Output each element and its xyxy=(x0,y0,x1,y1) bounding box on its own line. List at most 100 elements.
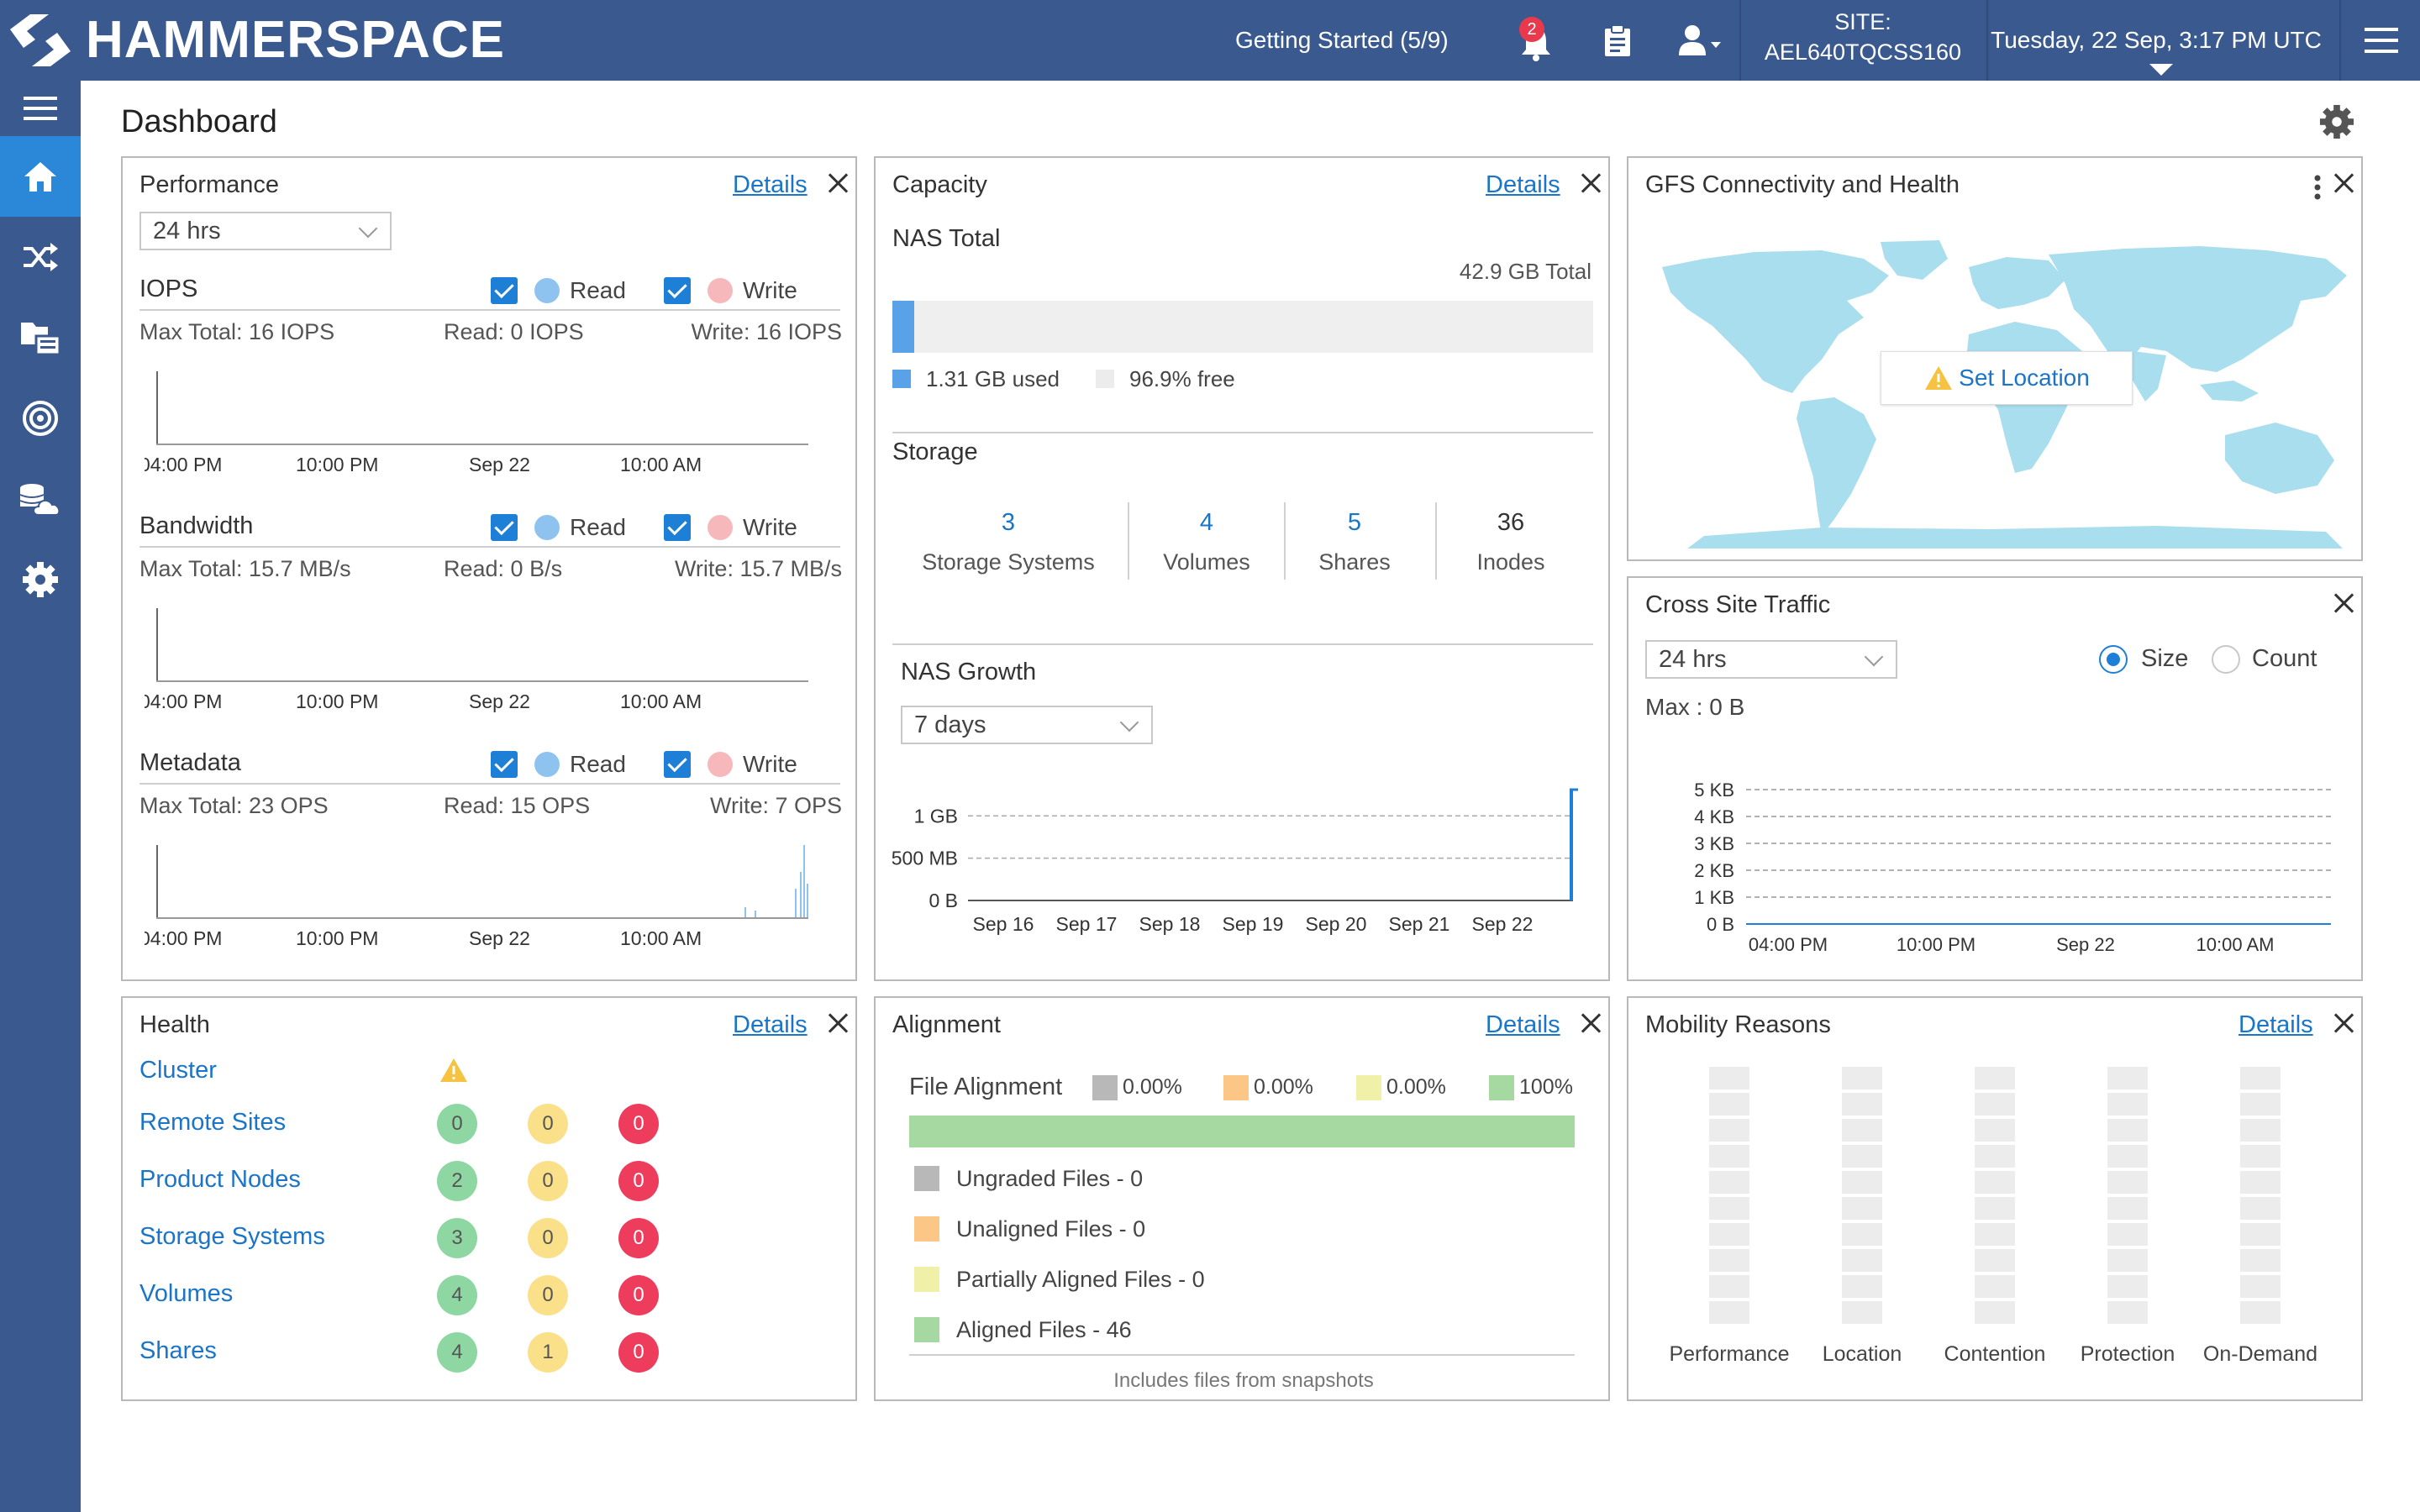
close-icon[interactable] xyxy=(825,1010,850,1035)
sidebar-toggle[interactable] xyxy=(0,81,81,136)
read-checkbox[interactable] xyxy=(491,277,518,304)
performance-range-select[interactable]: 24 hrs xyxy=(139,212,392,250)
mobility-empty-segment xyxy=(1842,1171,1882,1194)
alignment-legend-pct: 0.00% xyxy=(1386,1075,1446,1099)
yellow-status-badge[interactable]: 0 xyxy=(528,1161,568,1201)
write-checkbox[interactable] xyxy=(664,751,691,778)
sidebar-item-storage[interactable] xyxy=(0,459,81,539)
sidebar-item-objectives[interactable] xyxy=(0,217,81,297)
yellow-status-badge[interactable]: 0 xyxy=(528,1218,568,1258)
close-icon[interactable] xyxy=(825,170,850,195)
yellow-status-badge[interactable]: 0 xyxy=(528,1104,568,1144)
health-row-link[interactable]: Volumes xyxy=(139,1280,234,1307)
kebab-icon xyxy=(2314,175,2321,200)
yellow-status-badge[interactable]: 1 xyxy=(528,1332,568,1373)
storage-icon xyxy=(19,484,60,516)
sidebar-item-settings[interactable] xyxy=(0,539,81,620)
health-row-link[interactable]: Product Nodes xyxy=(139,1166,301,1193)
cross-site-chart: 0 B 1 KB 2 KB 3 KB 4 KB 5 KB 04:00 PM 10:00 PM S… xyxy=(1694,780,2331,955)
mobility-empty-segment xyxy=(2107,1171,2148,1194)
cross-site-range-select[interactable]: 24 hrs xyxy=(1645,640,1897,679)
user-menu-button[interactable] xyxy=(1677,0,1724,81)
read-legend-label: Read xyxy=(570,277,626,303)
red-status-badge[interactable]: 0 xyxy=(618,1104,659,1144)
y-tick-label: 3 KB xyxy=(1694,833,1734,854)
site-name: AEL640TQCSS160 xyxy=(1764,39,1962,65)
green-status-badge[interactable]: 4 xyxy=(437,1275,477,1315)
read-checkbox[interactable] xyxy=(491,751,518,778)
green-status-badge[interactable]: 3 xyxy=(437,1218,477,1258)
close-icon[interactable] xyxy=(2331,170,2356,195)
red-status-badge[interactable]: 0 xyxy=(618,1218,659,1258)
green-status-badge[interactable]: 4 xyxy=(437,1332,477,1373)
more-options-button[interactable] xyxy=(2312,175,2323,204)
alignment-details-link[interactable]: Details xyxy=(1486,1011,1560,1038)
health-row-link[interactable]: Cluster xyxy=(139,1057,217,1084)
chevron-down-icon xyxy=(1119,712,1139,732)
datetime-display[interactable]: Tuesday, 22 Sep, 3:17 PM UTC xyxy=(1991,27,2322,53)
mobility-empty-segment xyxy=(2240,1301,2281,1324)
sidebar-item-dashboard[interactable] xyxy=(0,136,81,217)
health-row-link[interactable]: Shares xyxy=(139,1337,217,1364)
shuffle-icon xyxy=(24,243,58,271)
size-radio[interactable] xyxy=(2099,645,2128,674)
close-icon[interactable] xyxy=(2331,1010,2356,1035)
dashboard-settings-button[interactable] xyxy=(2319,104,2354,144)
red-status-badge[interactable]: 0 xyxy=(618,1275,659,1315)
mobility-empty-segment xyxy=(1975,1119,2015,1142)
count-radio[interactable] xyxy=(2212,645,2240,674)
performance-details-link[interactable]: Details xyxy=(733,171,808,198)
y-axis xyxy=(156,608,158,680)
main-menu-button[interactable] xyxy=(2363,0,2400,81)
read-checkbox[interactable] xyxy=(491,514,518,541)
tasks-button[interactable] xyxy=(1603,0,1632,81)
getting-started-link[interactable]: Getting Started (5/9) xyxy=(1235,27,1449,53)
capacity-bar xyxy=(892,301,1593,353)
top-bar-separator xyxy=(1986,0,1988,81)
red-status-badge[interactable]: 0 xyxy=(618,1161,659,1201)
nas-growth-range-select[interactable]: 7 days xyxy=(901,706,1153,744)
mobility-details-link[interactable]: Details xyxy=(2238,1011,2313,1038)
x-axis xyxy=(156,680,808,682)
close-icon[interactable] xyxy=(1578,170,1603,195)
close-icon[interactable] xyxy=(2331,590,2356,615)
capacity-details-link[interactable]: Details xyxy=(1486,171,1560,198)
hammerspace-logo[interactable]: HAMMERSPACE xyxy=(7,10,505,71)
x-tick-label: 10:00 AM xyxy=(620,927,702,949)
nas-growth-bar[interactable] xyxy=(1570,790,1573,900)
health-row-link[interactable]: Remote Sites xyxy=(139,1109,287,1136)
mobility-empty-segment xyxy=(1975,1171,2015,1194)
mobility-category-label: Location xyxy=(1822,1342,1902,1366)
sidebar-item-shares[interactable] xyxy=(0,297,81,378)
red-status-badge[interactable]: 0 xyxy=(618,1332,659,1373)
x-tick-label: 10:00 AM xyxy=(620,690,702,712)
radio-selected-dot xyxy=(2107,653,2120,666)
health-details-link[interactable]: Details xyxy=(733,1011,808,1038)
mobility-empty-segment xyxy=(2107,1197,2148,1220)
mobility-empty-segment xyxy=(1842,1275,1882,1298)
x-tick-label: Sep 19 xyxy=(1223,913,1284,935)
mobility-empty-segment xyxy=(2107,1067,2148,1089)
x-tick-label: 10:00 PM xyxy=(1897,934,1975,955)
close-icon[interactable] xyxy=(1578,1010,1603,1035)
panel-title: Performance xyxy=(139,171,280,198)
mobility-empty-segment xyxy=(1709,1093,1749,1116)
alignment-legend-pct: 0.00% xyxy=(1254,1075,1313,1099)
set-location-button[interactable]: Set Location xyxy=(1881,351,2133,405)
green-status-badge[interactable]: 0 xyxy=(437,1104,477,1144)
storage-stat-value[interactable]: 5 xyxy=(1347,509,1362,536)
site-selector[interactable]: SITE: AEL640TQCSS160 xyxy=(1741,0,1985,81)
write-legend-dot xyxy=(708,515,733,540)
sidebar-item-gfs[interactable] xyxy=(0,378,81,459)
storage-stat-value[interactable]: 4 xyxy=(1199,509,1214,536)
write-checkbox[interactable] xyxy=(664,514,691,541)
write-checkbox[interactable] xyxy=(664,277,691,304)
mobility-empty-segment xyxy=(2240,1249,2281,1272)
storage-stat-value[interactable]: 3 xyxy=(1001,509,1016,536)
divider xyxy=(139,546,840,548)
user-icon xyxy=(1679,25,1721,55)
x-tick-label: 04:00 PM xyxy=(139,690,223,712)
health-row-link[interactable]: Storage Systems xyxy=(139,1223,325,1250)
yellow-status-badge[interactable]: 0 xyxy=(528,1275,568,1315)
green-status-badge[interactable]: 2 xyxy=(437,1161,477,1201)
